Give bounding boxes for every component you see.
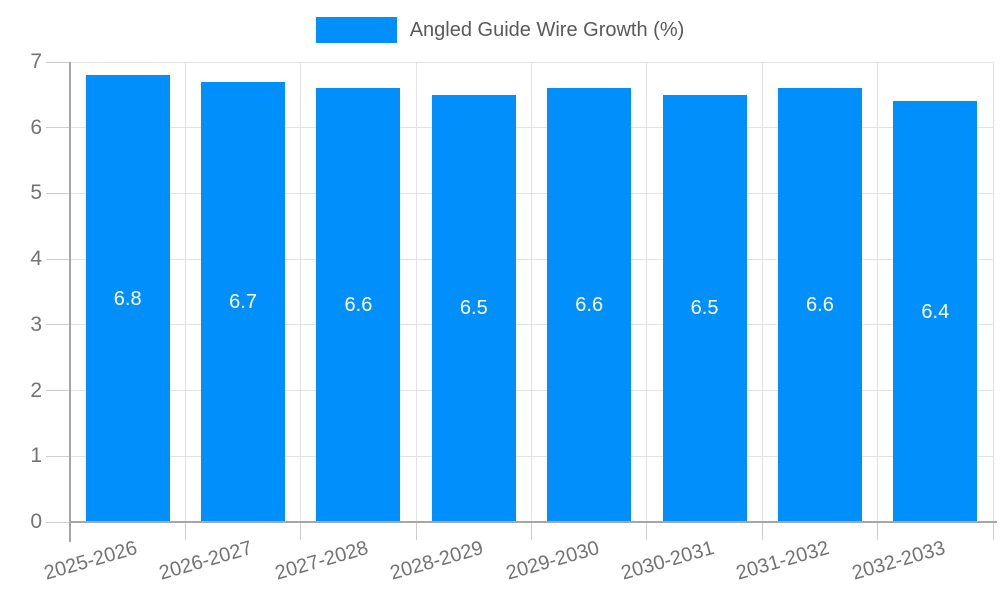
bar-value-label: 6.6 xyxy=(344,294,373,317)
bar xyxy=(777,88,862,522)
x-gridline xyxy=(531,62,532,522)
x-axis-category-label: 2026-2027 xyxy=(157,537,256,585)
bar-value-label: 6.5 xyxy=(690,297,719,320)
bar-value-label: 6.7 xyxy=(229,290,257,313)
y-axis-tick xyxy=(46,455,70,457)
y-axis-tick-label: 1 xyxy=(30,444,42,468)
chart-legend[interactable]: Angled Guide Wire Growth (%) xyxy=(0,17,1000,43)
x-axis-tick xyxy=(877,522,879,540)
x-axis-tick xyxy=(184,522,186,540)
y-axis-tick-label: 0 xyxy=(30,510,42,533)
y-axis-tick-label: 5 xyxy=(30,181,42,205)
x-gridline xyxy=(761,62,763,522)
x-gridline xyxy=(877,62,879,522)
x-axis-tick xyxy=(646,522,648,540)
bar-value-label: 6.5 xyxy=(459,297,488,320)
x-axis-category-label: 2030-2031 xyxy=(618,537,717,585)
x-axis-tick xyxy=(415,522,417,540)
x-axis-line xyxy=(70,521,997,523)
x-axis-tick xyxy=(761,522,763,540)
y-axis-tick-label: 2 xyxy=(30,378,42,402)
y-axis-tick-label: 3 xyxy=(30,312,42,336)
bar-value-label: 6.4 xyxy=(921,300,950,323)
y-axis-tick xyxy=(46,61,70,63)
y-axis-tick xyxy=(46,521,70,523)
x-gridline xyxy=(415,62,417,522)
y-axis-tick-label: 7 xyxy=(30,50,42,73)
legend-series-label: Angled Guide Wire Growth (%) xyxy=(409,18,685,41)
x-axis-category-label: 2028-2029 xyxy=(387,537,486,585)
x-gridline xyxy=(300,62,302,522)
y-axis-tick-label: 4 xyxy=(30,247,42,271)
bar xyxy=(431,94,516,522)
bar xyxy=(85,75,170,522)
x-axis-category-label: 2025-2026 xyxy=(41,537,140,585)
x-axis-category-label: 2032-2033 xyxy=(849,537,948,585)
bar-value-label: 6.6 xyxy=(806,294,834,317)
y-axis-tick-label: 6 xyxy=(30,115,42,139)
y-axis-tick xyxy=(46,390,70,392)
y-axis-tick xyxy=(46,324,70,326)
x-gridline xyxy=(646,62,648,522)
x-gridline xyxy=(992,62,994,522)
y-axis-tick xyxy=(46,127,70,129)
x-axis-category-label: 2027-2028 xyxy=(272,537,371,585)
bar xyxy=(547,88,632,522)
legend-color-swatch xyxy=(315,17,397,43)
bar xyxy=(893,101,978,522)
x-axis-category-label: 2031-2032 xyxy=(733,537,833,585)
x-axis-tick xyxy=(992,522,994,540)
x-gridline xyxy=(184,62,186,522)
x-axis-category-label: 2029-2030 xyxy=(503,537,602,585)
x-axis-tick xyxy=(531,522,532,540)
bar xyxy=(662,94,747,522)
bar-value-label: 6.8 xyxy=(113,287,142,310)
bar-value-label: 6.6 xyxy=(575,294,604,317)
bar xyxy=(316,88,401,522)
y-axis-tick xyxy=(46,258,70,260)
x-axis-tick xyxy=(300,522,302,540)
bar xyxy=(201,81,286,522)
y-axis-line xyxy=(69,62,71,542)
y-axis-tick xyxy=(46,192,70,194)
